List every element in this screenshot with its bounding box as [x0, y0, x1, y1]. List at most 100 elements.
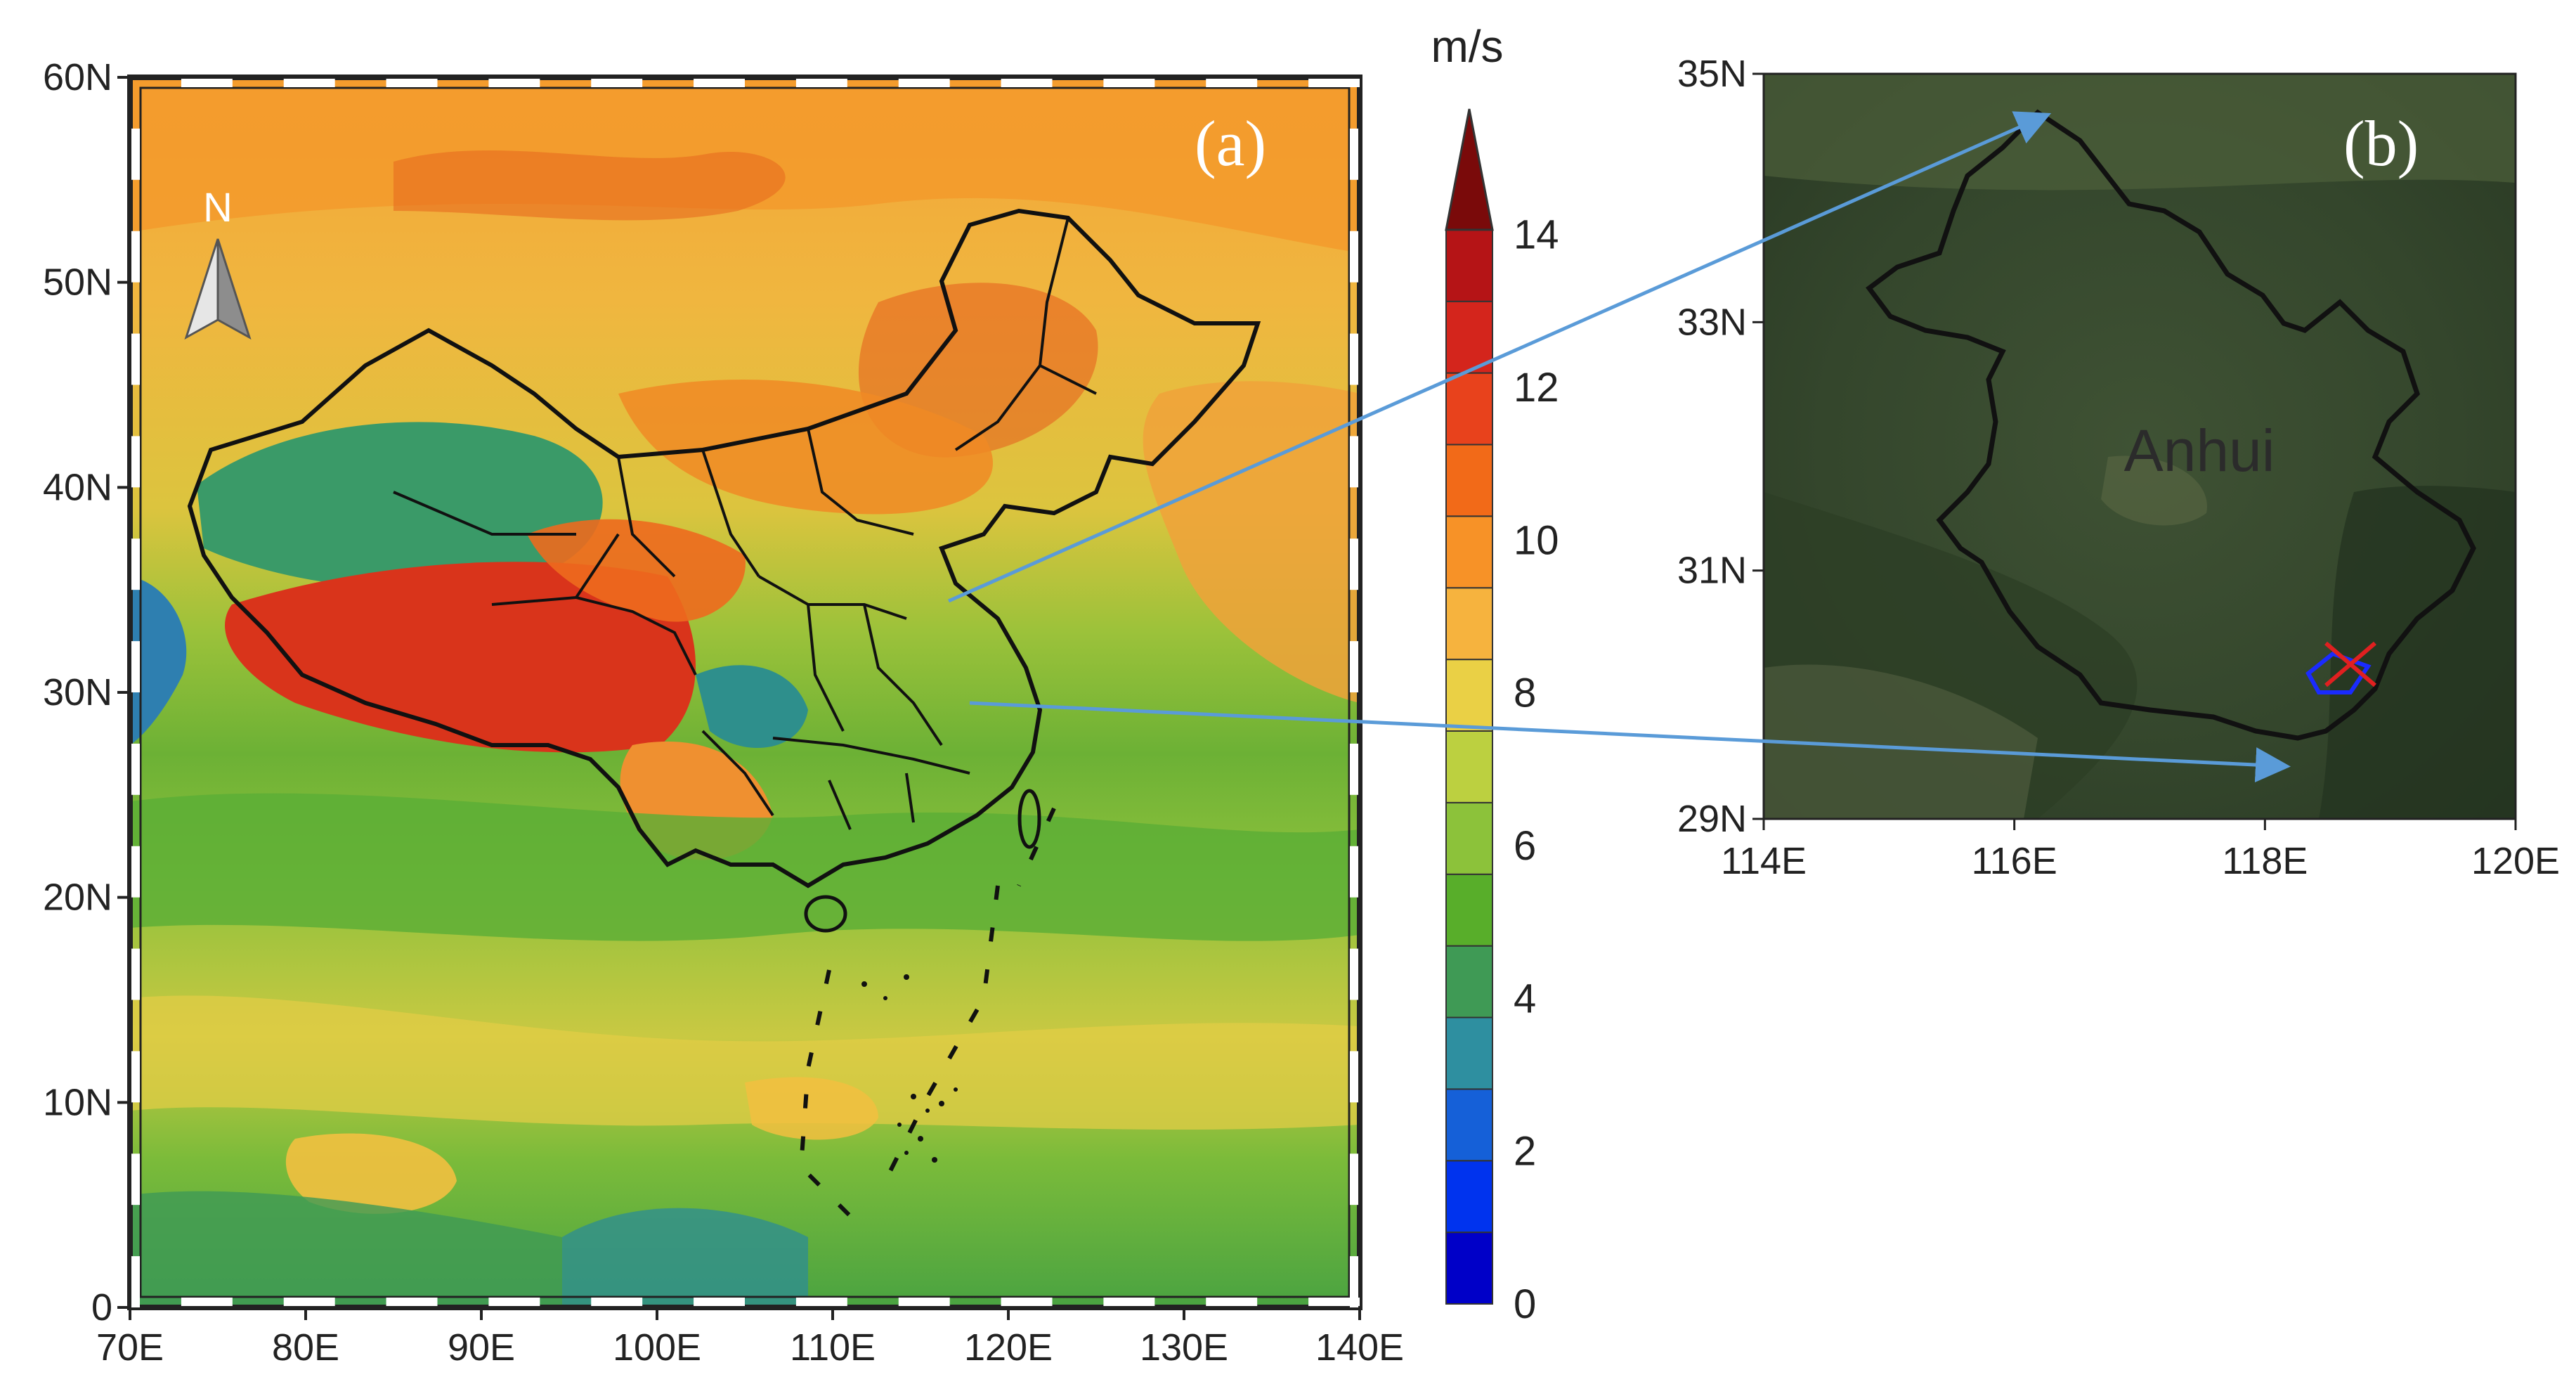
frame-segment	[181, 79, 233, 87]
colorbar-tick-labels: 0 2 4 6 8 10 12 14	[1514, 212, 1559, 1327]
colorbar-swatch	[1445, 1232, 1493, 1305]
frame-segment	[1308, 1298, 1360, 1306]
x-tick-label: 120E	[964, 1326, 1053, 1369]
colorbar-swatch	[1445, 873, 1493, 947]
panel-b-frame	[1762, 72, 2517, 820]
frame-segment	[131, 1051, 140, 1103]
frame-segment	[131, 436, 140, 488]
y-tick-label: 50N	[43, 261, 112, 304]
frame-segment	[131, 743, 140, 795]
panel-b-label: (b)	[2343, 108, 2419, 179]
north-label: N	[203, 185, 233, 231]
frame-segment	[1206, 1298, 1258, 1306]
frame-segment	[694, 79, 745, 87]
colorbar-tick-label: 8	[1514, 671, 1536, 716]
frame-segment	[131, 1153, 140, 1206]
colorbar-swatch	[1445, 515, 1493, 589]
frame-segment	[1001, 79, 1053, 87]
frame-segment	[795, 1298, 847, 1306]
colorbar-unit: m/s	[1431, 21, 1503, 72]
connector-arrow-north	[947, 111, 2052, 603]
field-patch	[130, 576, 187, 745]
frame-segment	[1103, 79, 1155, 87]
y-tick-label: 20N	[43, 877, 112, 919]
connector-arrow-south	[969, 701, 2291, 783]
x-tick-label: 140E	[1315, 1326, 1404, 1369]
field-patch	[197, 422, 603, 590]
frame-segment	[1350, 128, 1358, 180]
frame-segment	[694, 1298, 745, 1306]
x-tick-label: 118E	[2222, 840, 2308, 882]
province-border	[393, 217, 1097, 830]
y-tick-label: 31N	[1677, 550, 1747, 592]
frame-segment	[131, 846, 140, 898]
region-label-anhui: Anhui	[2124, 418, 2275, 484]
panel-b-y-axis: 29N 31N 33N 35N	[1677, 53, 1764, 840]
frame-segment	[131, 948, 140, 1000]
y-tick-label: 60N	[43, 56, 112, 98]
x-tick-label: 130E	[1140, 1326, 1228, 1369]
colorbar-tick-label: 12	[1514, 365, 1559, 411]
frame-segment	[181, 1298, 233, 1306]
x-tick-label: 100E	[613, 1326, 701, 1369]
y-tick-label: 35N	[1677, 53, 1747, 95]
panel-a-label: (a)	[1195, 108, 1266, 179]
field-patch	[130, 793, 1360, 941]
colorbar-tick-label: 14	[1514, 212, 1559, 258]
satellite-patch	[2319, 486, 2516, 819]
satellite-patch	[1764, 74, 2516, 190]
frame-segment	[795, 79, 847, 87]
china-border	[187, 208, 1261, 888]
y-tick-label: 40N	[43, 466, 112, 508]
taiwan-island	[1017, 789, 1041, 849]
colorbar-swatch	[1445, 730, 1493, 803]
frame-segment	[1350, 948, 1358, 1000]
frame-segment	[283, 79, 335, 87]
y-tick-label: 10N	[43, 1081, 112, 1123]
frame-segment	[386, 1298, 438, 1306]
frame-segment	[1001, 1298, 1053, 1306]
x-tick-label: 116E	[1972, 840, 2057, 882]
field-patch	[696, 665, 808, 748]
colorbar-swatch	[1445, 372, 1493, 446]
frame-segment	[1350, 538, 1358, 590]
frame-segment	[1350, 743, 1358, 795]
field-patch	[745, 1077, 878, 1140]
panel-a-y-axis: 0 10N 20N 30N 40N 50N 60N	[43, 56, 130, 1329]
frame-segment	[131, 333, 140, 385]
colorbar-swatch	[1445, 300, 1493, 374]
frame-ticks	[131, 79, 1360, 1307]
frame-segment	[131, 641, 140, 692]
frame-segment	[1103, 1298, 1155, 1306]
study-site-polygon	[2305, 651, 2372, 694]
frame-segment	[488, 1298, 540, 1306]
dashed-boundary	[798, 807, 1056, 1232]
frame-segment	[1350, 333, 1358, 385]
field-patch	[225, 562, 696, 753]
south-china-sea-islands	[861, 974, 958, 1163]
field-patch	[393, 150, 786, 221]
colorbar-tick-label: 4	[1514, 976, 1536, 1021]
frame-segment	[283, 1298, 335, 1306]
colorbar-swatch	[1445, 801, 1493, 875]
frame-segment	[1206, 79, 1258, 87]
colorbar-swatch	[1445, 945, 1493, 1019]
colorbar: m/s 0 2 4 6 8 10 12 14	[1431, 21, 1559, 1327]
colorbar-swatch	[1445, 444, 1493, 517]
frame-segment	[898, 79, 950, 87]
frame-segment	[1350, 436, 1358, 488]
field-patch	[285, 1133, 457, 1214]
y-tick-label: 29N	[1677, 798, 1747, 840]
satellite-patch	[1764, 664, 2038, 819]
y-tick-label: 30N	[43, 671, 112, 713]
field-patch	[130, 995, 1360, 1130]
frame-segment	[1350, 846, 1358, 898]
colorbar-swatch	[1445, 1088, 1493, 1162]
north-arrow: N	[184, 185, 252, 340]
frame-segment	[898, 1298, 950, 1306]
hainan-island	[804, 895, 847, 933]
colorbar-swatch	[1445, 1016, 1493, 1090]
frame-segment	[1350, 1051, 1358, 1103]
frame-segment	[131, 128, 140, 180]
